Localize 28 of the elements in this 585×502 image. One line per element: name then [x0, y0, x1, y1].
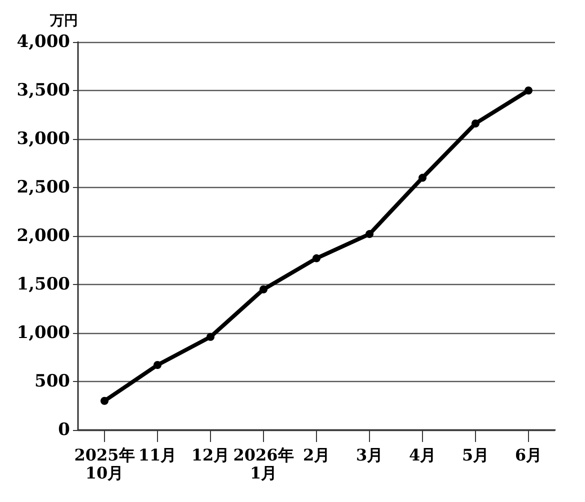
y-tick-label: 1,000: [16, 323, 70, 343]
y-tick-label: 500: [34, 372, 70, 392]
x-tick-label: 3月: [356, 446, 384, 464]
x-tick-label: 2025年 10月: [74, 446, 135, 482]
point: [366, 230, 374, 238]
point: [206, 332, 214, 341]
x-tick-label: 11月: [138, 446, 177, 464]
point: [154, 361, 162, 370]
point: [524, 86, 532, 94]
point: [312, 254, 320, 262]
point: [260, 285, 268, 294]
x-tick-label: 2026年 1月: [233, 446, 294, 482]
y-tick-label: 3,000: [16, 129, 70, 149]
x-tick-label: 2月: [302, 446, 330, 464]
y-axis-title: 万円: [49, 13, 78, 29]
y-tick-label: 4,000: [16, 32, 70, 52]
x-tick-label: 6月: [514, 446, 542, 464]
x-tick-label: 12月: [191, 446, 230, 464]
point: [100, 396, 108, 405]
y-tick-label: 1,500: [16, 274, 70, 294]
x-tick-label: 4月: [408, 446, 436, 464]
y-tick-label: 3,500: [16, 80, 70, 100]
y-tick-label: 2,000: [16, 226, 70, 246]
y-tick-label: 2,500: [16, 178, 70, 198]
point: [418, 174, 426, 182]
y-tick-label: 0: [58, 420, 70, 440]
x-tick-label: 5月: [462, 446, 490, 464]
point: [472, 119, 480, 128]
